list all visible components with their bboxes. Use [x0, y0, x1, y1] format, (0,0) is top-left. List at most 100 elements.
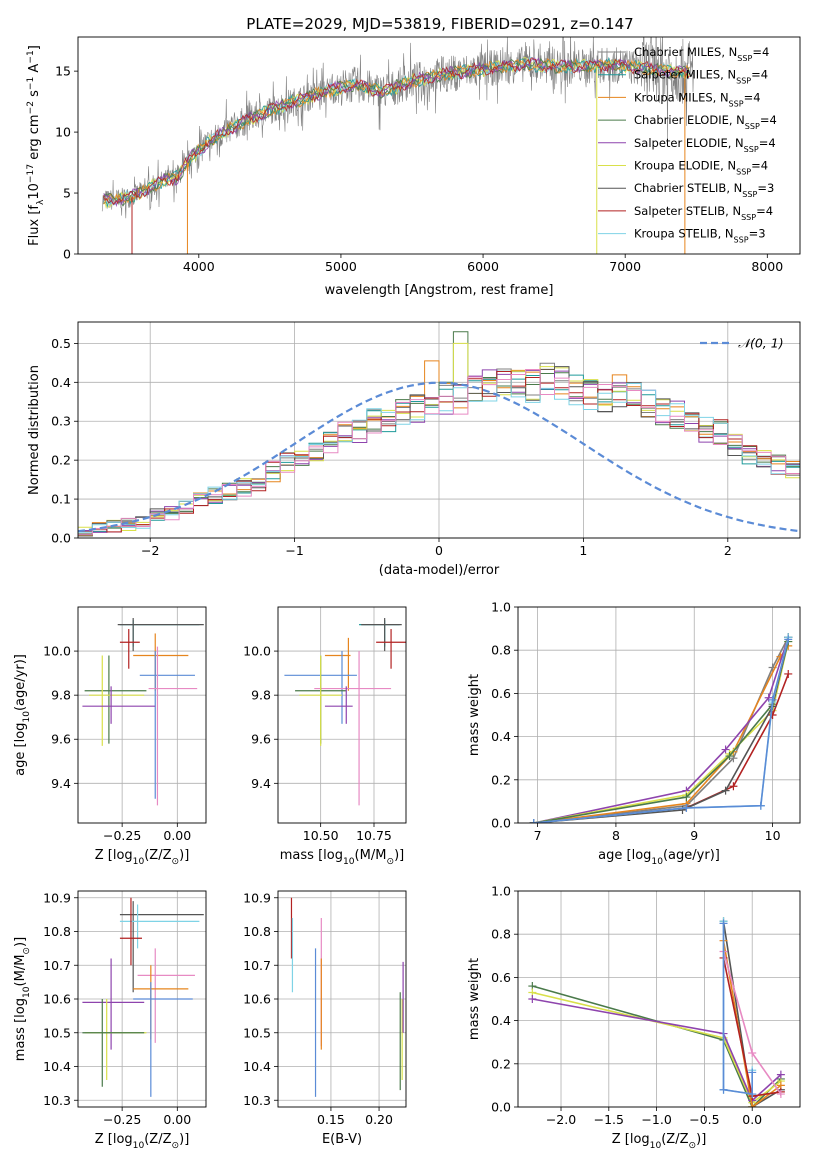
plot-area	[284, 618, 406, 806]
y-axis-label-part: Flux [f	[27, 205, 42, 246]
y-axis-label-part: s	[27, 90, 42, 101]
x-tick-label: −2	[141, 543, 159, 558]
axes-frame	[517, 890, 801, 1108]
legend-label-part: =3	[757, 181, 774, 195]
weight-marker	[719, 919, 728, 928]
plot-area	[290, 897, 404, 1097]
x-tick-label: −1	[285, 543, 303, 558]
weight-marker	[756, 801, 765, 810]
x-axis-label-part: 10	[651, 857, 663, 867]
y-tick-label: 10.7	[243, 958, 271, 973]
y-tick-label: 0.4	[491, 1013, 511, 1028]
y-tick-label: 0.1	[51, 492, 71, 507]
y-tick-label: 10.3	[43, 1093, 71, 1108]
x-axis-label-part: (Z/Z	[144, 1132, 171, 1147]
grid	[78, 607, 206, 823]
legend-label-part: SSP	[742, 190, 757, 199]
x-tick-label: 5000	[325, 259, 357, 274]
weight-line	[532, 998, 782, 1102]
observed-spectrum	[101, 37, 694, 219]
x-axis-label-part: 10	[650, 1141, 662, 1151]
y-tick-label: 0.8	[491, 643, 511, 658]
axes-residuals: −2 −1 0 1 2 0.0 0.1 0.2 0.3 0.4 0.5 (data-model)/er…	[27, 321, 801, 578]
legend-label-part: =4	[760, 113, 777, 127]
x-tick-label: 8	[612, 828, 620, 843]
plot-area	[82, 897, 204, 1097]
x-tick-label: 7000	[609, 259, 641, 274]
weight-marker	[776, 1090, 785, 1099]
residual-histogram	[78, 331, 800, 538]
legend-label-part: SSP	[744, 144, 759, 153]
x-axis-label: wavelength [Angstrom, rest frame]	[325, 283, 554, 298]
x-tick-label: 4000	[183, 259, 215, 274]
axes-age_vs_mass: 10.50 10.75 9.4 9.6 9.8 10.0 mass [log10(M/M⊙)…	[243, 606, 407, 867]
grid	[278, 607, 406, 823]
legend-label-part: SSP	[736, 76, 751, 85]
x-axis-label-part: mass [log	[280, 848, 343, 863]
errorbar-point	[84, 655, 147, 744]
x-axis-label: Z [log10(Z/Z⊙)]	[612, 1132, 707, 1151]
y-axis-label-part: ⊙	[22, 947, 32, 955]
weight-marker	[729, 782, 738, 791]
errorbar-point	[84, 999, 147, 1080]
x-tick-label: 0.0	[742, 1112, 762, 1127]
x-axis-label: age [log10(age/yr)]	[598, 848, 720, 867]
y-tick-label: 0	[63, 247, 71, 262]
y-tick-label: 10.5	[43, 1025, 71, 1040]
x-axis-label-part: Z [log	[612, 1132, 650, 1147]
grid	[278, 891, 406, 1107]
errorbar-point	[133, 633, 189, 691]
x-tick-label: 6000	[467, 259, 499, 274]
frame: −0.25 0.00 10.3 10.4 10.5 10.6 10.7 10.8 10.9	[43, 890, 207, 1127]
axes-frame	[277, 606, 407, 824]
weight-marker	[725, 752, 734, 761]
x-tick-label: 0.20	[365, 1112, 393, 1127]
legend-label-part: Chabrier ELODIE, N	[634, 113, 745, 127]
x-tick-label: 8000	[751, 259, 783, 274]
frame: −2.0 −1.5 −1.0 −0.5 0.0 0.0 0.2 0.4 0.6 0.8 1.0	[491, 884, 801, 1127]
errorbar-point	[324, 637, 351, 691]
y-axis-label-part: mass weight	[467, 958, 482, 1040]
legend-label: Salpeter MILES, NSSP=4	[634, 68, 768, 86]
y-tick-label: 0.8	[491, 927, 511, 942]
x-tick-label: −0.5	[689, 1112, 719, 1127]
plot-area	[101, 37, 694, 254]
frame: 4000 5000 6000 7000 8000 0 5 10 15	[55, 36, 801, 274]
normal-curve	[78, 381, 800, 533]
weight-marker	[748, 1103, 757, 1107]
x-tick-label: 0.15	[317, 1112, 345, 1127]
residual-histogram	[78, 369, 800, 538]
residual-histogram	[78, 379, 800, 538]
x-axis-label-part: (M/M	[355, 848, 387, 863]
y-tick-label: 10.9	[243, 890, 271, 905]
legend-label-part: SSP	[729, 99, 744, 108]
y-tick-label: 10.6	[43, 992, 71, 1007]
y-axis-label-part: 10	[22, 711, 32, 723]
x-tick-label: 0	[435, 543, 443, 558]
axes-frame	[77, 606, 207, 824]
y-tick-label: 0.5	[51, 336, 71, 351]
weight-marker	[748, 1049, 757, 1057]
x-tick-label: −0.25	[103, 828, 141, 843]
x-axis-label-part: ⊙	[386, 857, 394, 867]
y-tick-label: 0.6	[491, 686, 511, 701]
x-tick-label: 10	[765, 828, 781, 843]
y-tick-label: 10.4	[43, 1059, 71, 1074]
y-axis-label-part: 10	[27, 183, 42, 200]
residual-histogram	[78, 366, 800, 538]
x-axis-label: Z [log10(Z/Z⊙)]	[95, 1132, 190, 1151]
y-tick-label: 9.4	[51, 776, 71, 791]
y-axis-label: Normed distribution	[27, 365, 42, 495]
legend-label: Chabrier STELIB, NSSP=3	[634, 181, 774, 199]
y-tick-label: 15	[55, 64, 71, 79]
y-axis-label: mass weight	[467, 958, 482, 1040]
legend-label-part: SSP	[736, 167, 751, 176]
x-axis-label-part: wavelength [Angstrom, rest frame]	[325, 283, 554, 298]
weight-line	[532, 985, 782, 1107]
x-axis-label-part: E(B-V)	[322, 1132, 362, 1147]
y-axis-label-part: )]	[13, 937, 28, 947]
x-tick-label: 0.00	[163, 828, 191, 843]
weight-marker	[682, 803, 691, 812]
x-axis-label: E(B-V)	[322, 1132, 362, 1147]
